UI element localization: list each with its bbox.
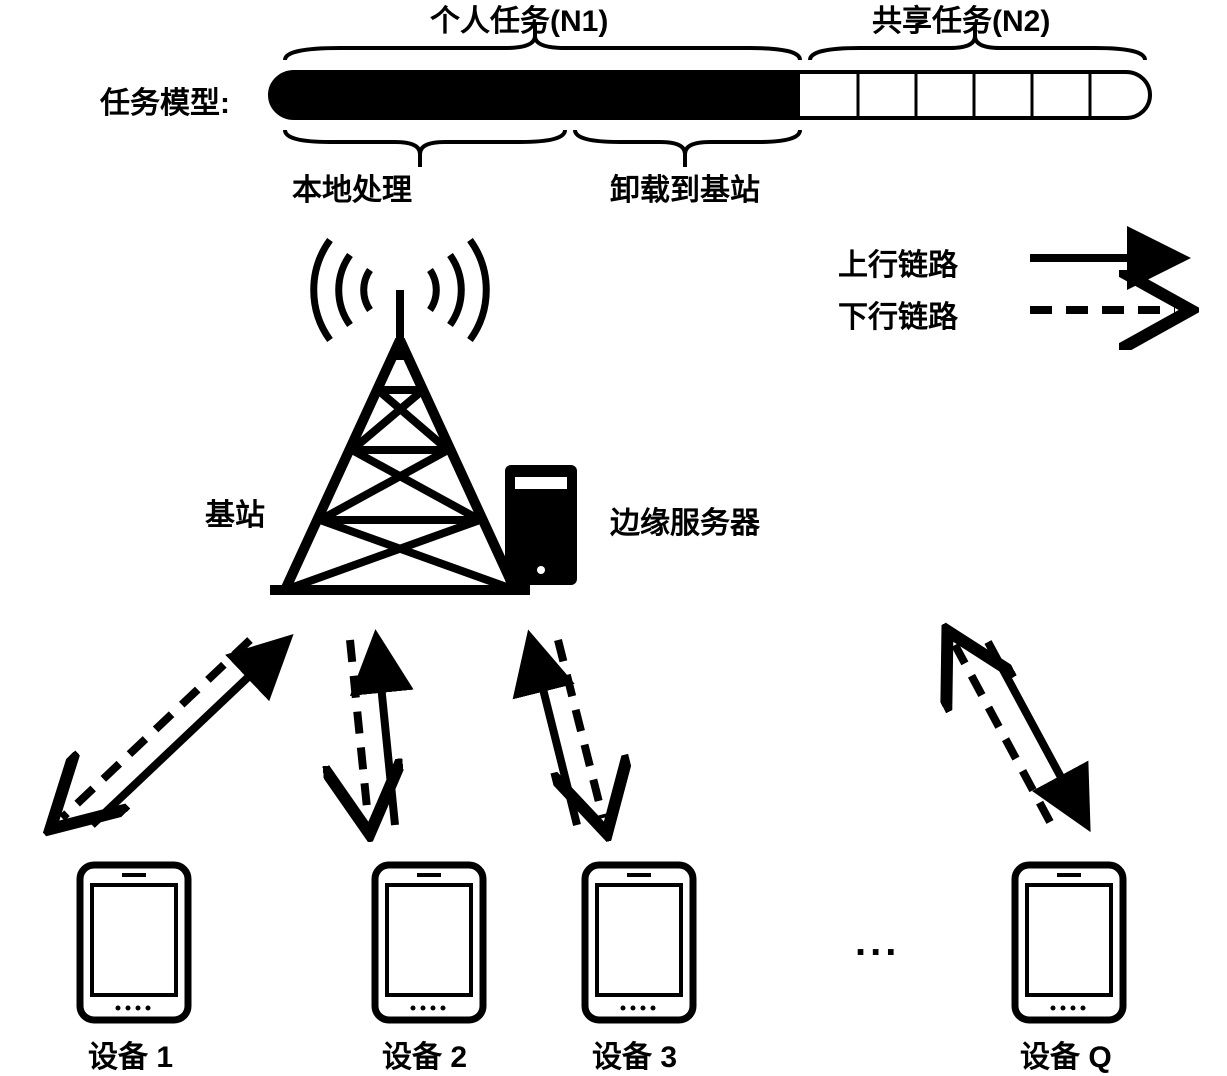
uplink-label: 上行链路 (838, 240, 958, 284)
device-1-label: 设备 1 (88, 1032, 173, 1076)
phone-1 (80, 865, 188, 1020)
personal-task-label: 个人任务(N1) (430, 0, 608, 40)
downlink-label: 下行链路 (838, 292, 958, 336)
base-station-label: 基站 (205, 490, 265, 534)
base-station-tower (270, 240, 530, 590)
task-model-label: 任务模型: (100, 78, 230, 122)
bottom-brace-offload (575, 130, 800, 167)
phone-2 (375, 865, 483, 1020)
edge-server-label: 边缘服务器 (610, 498, 760, 542)
phone-3 (585, 865, 693, 1020)
bottom-brace-local (285, 130, 565, 167)
device-2-label: 设备 2 (382, 1032, 467, 1076)
local-processing-label: 本地处理 (292, 165, 412, 209)
shared-task-label: 共享任务(N2) (872, 0, 1050, 40)
phone-q (1015, 865, 1123, 1020)
ellipsis-label: ... (855, 920, 900, 965)
device-q-label: 设备 Q (1020, 1032, 1112, 1076)
edge-server-icon (505, 465, 577, 585)
offload-label: 卸载到基站 (610, 165, 760, 209)
comm-arrows (62, 640, 1083, 825)
device-3-label: 设备 3 (592, 1032, 677, 1076)
task-model-bar (270, 72, 1150, 118)
